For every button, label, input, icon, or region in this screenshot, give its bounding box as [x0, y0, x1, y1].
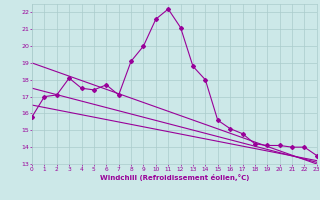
X-axis label: Windchill (Refroidissement éolien,°C): Windchill (Refroidissement éolien,°C): [100, 174, 249, 181]
